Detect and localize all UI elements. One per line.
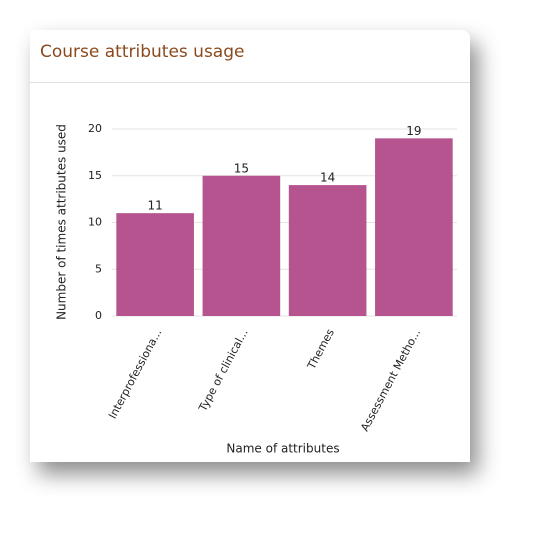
value-label: 19 [406, 124, 421, 138]
y-tick-label: 20 [88, 122, 102, 135]
value-label: 14 [320, 171, 335, 185]
bar [288, 185, 367, 316]
x-tick-label: Themes [304, 326, 337, 372]
x-axis-title: Name of attributes [226, 442, 339, 456]
y-tick-label: 0 [95, 309, 102, 322]
x-tick-label: Assessment Metho... [358, 327, 423, 434]
value-label: 11 [147, 199, 162, 213]
card-title: Course attributes usage [40, 42, 245, 62]
x-tick-label: Type of clinical... [196, 327, 251, 415]
y-tick-label: 10 [88, 216, 102, 229]
bar [116, 213, 194, 316]
x-tick-label: Interprofessiona... [106, 327, 164, 421]
value-label: 15 [234, 161, 249, 175]
bar [202, 175, 281, 316]
divider [30, 82, 470, 83]
bar [375, 138, 453, 316]
y-tick-label: 5 [95, 262, 102, 275]
y-tick-label: 15 [88, 169, 102, 182]
y-axis-title: Number of times attributes used [55, 124, 69, 320]
